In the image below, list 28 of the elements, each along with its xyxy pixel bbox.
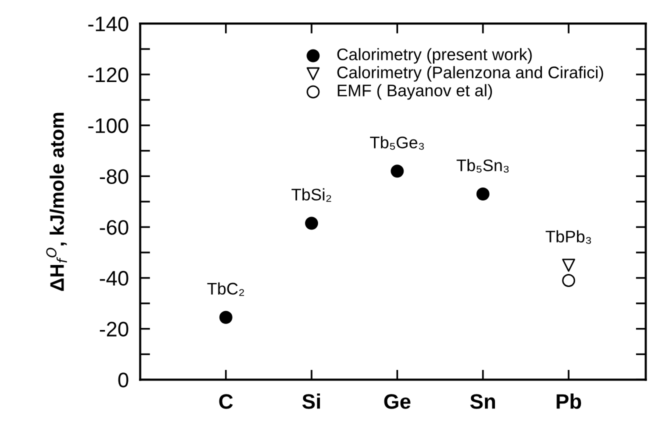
point (476, 187, 490, 201)
y-tick-label: -40 (100, 270, 128, 286)
x-tick-label: Pb (556, 394, 582, 409)
legend-label: Calorimetry (Palenzona and Cirafici) (337, 66, 604, 82)
y-tick-label: -140 (88, 16, 128, 32)
y-tick-label: -80 (100, 169, 128, 184)
x-tick-label: Si (302, 394, 320, 409)
y-tick-label: 0 (118, 372, 128, 388)
point (562, 258, 576, 272)
x-tick-label: C (219, 394, 233, 409)
point (562, 274, 576, 287)
legend-label: Calorimetry (present work) (337, 48, 532, 64)
y-tick-label: -60 (100, 220, 128, 235)
y-tick-label: -120 (88, 67, 128, 82)
y-tick-label: -20 (100, 322, 128, 337)
annotation: TbSi₂ (292, 188, 332, 202)
x-tick-label: Ge (384, 394, 410, 409)
legend-label: EMF ( Bayanov et al) (338, 84, 492, 100)
y-axis-title: ΔH$_{f}$$^{O}$, kJ/mole atom (46, 112, 67, 291)
annotation: Tb₅Ge₃ (370, 136, 424, 150)
annotation: TbPb₃ (546, 230, 591, 244)
annotation: Tb₅Sn₃ (456, 159, 509, 173)
x-tick-label: Sn (470, 394, 495, 409)
point (305, 216, 318, 230)
y-tick-label: -100 (88, 118, 128, 134)
annotation: TbC₂ (207, 282, 244, 296)
point (219, 310, 232, 324)
point (390, 164, 404, 178)
